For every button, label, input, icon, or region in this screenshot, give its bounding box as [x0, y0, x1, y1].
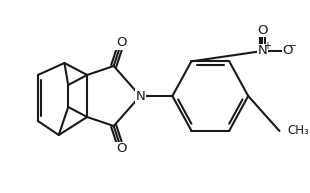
Text: O: O [116, 142, 126, 156]
Text: +: + [263, 41, 271, 51]
Text: −: − [289, 41, 297, 51]
Text: O: O [283, 45, 293, 58]
Text: N: N [135, 90, 145, 102]
Text: O: O [116, 36, 126, 49]
Text: N: N [258, 45, 267, 58]
Text: CH₃: CH₃ [287, 124, 309, 137]
Text: O: O [257, 24, 268, 36]
